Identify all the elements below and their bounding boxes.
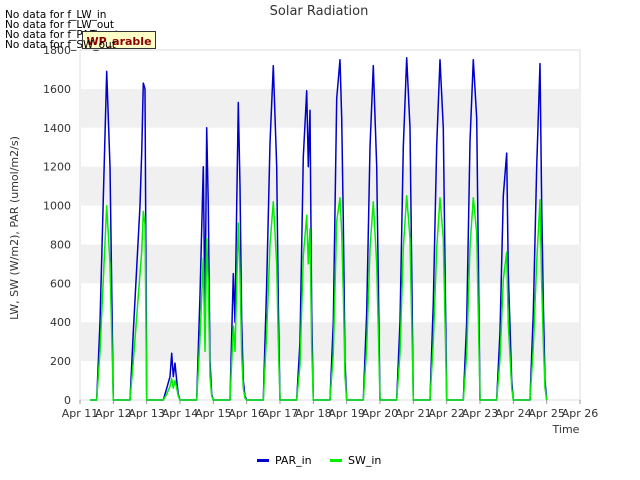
y-tick-label: 0 (64, 394, 71, 407)
y-axis-label: LW, SW (W/m2), PAR (umol/m2/s) (8, 136, 21, 320)
site-badge-label: WP_arable (86, 35, 152, 48)
y-tick-label: 400 (50, 316, 71, 329)
x-tick-label: Apr 24 (495, 407, 532, 420)
y-tick-label: 800 (50, 238, 71, 251)
grid-band (80, 244, 580, 284)
x-tick-label: Apr 25 (528, 407, 565, 420)
x-tick-label: Apr 23 (462, 407, 499, 420)
x-tick-label: Apr 15 (195, 407, 232, 420)
legend-swatch-sw-in (330, 459, 342, 462)
grid-band (80, 166, 580, 206)
x-tick-label: Apr 26 (562, 407, 599, 420)
no-data-message: No data for f_PAR_out (5, 29, 119, 41)
y-axis-ticks: 0 200 400 600 800 1000 1200 1400 1600 1800 (43, 44, 71, 407)
no-data-message: No data for f_LW_in (5, 9, 107, 21)
y-tick-label: 1200 (43, 161, 71, 174)
legend-item-sw-in: SW_in (330, 454, 381, 467)
y-tick-label: 1600 (43, 83, 71, 96)
y-tick-label: 1000 (43, 200, 71, 213)
series-line-par-in (90, 57, 548, 401)
chart-title: Solar Radiation (270, 4, 369, 19)
y-tick-label: 600 (50, 277, 71, 290)
x-tick-label: Apr 21 (395, 407, 432, 420)
x-axis-label: Time (552, 423, 580, 436)
x-tick-label: Apr 19 (328, 407, 365, 420)
y-tick-label: 1800 (43, 44, 71, 57)
site-badge: WP_arable (82, 31, 156, 49)
legend-label-par-in: PAR_in (275, 454, 312, 467)
x-tick-label: Apr 13 (128, 407, 165, 420)
x-tick-label: Apr 11 (62, 407, 99, 420)
legend-swatch-par-in (257, 459, 269, 462)
x-tick-label: Apr 12 (95, 407, 132, 420)
y-tick-label: 200 (50, 355, 71, 368)
x-tick-label: Apr 18 (295, 407, 332, 420)
legend: PAR_in SW_in (0, 454, 640, 468)
grid-band (80, 88, 580, 128)
x-tick-label: Apr 20 (362, 407, 399, 420)
x-tick-label: Apr 14 (162, 407, 199, 420)
y-tick-label: 1400 (43, 122, 71, 135)
x-tick-label: Apr 17 (262, 407, 299, 420)
legend-item-par-in: PAR_in (257, 454, 312, 467)
no-data-message: No data for f_SW_out (5, 39, 116, 51)
series-lines (90, 57, 548, 401)
grid-band (80, 322, 580, 362)
x-tick-label: Apr 22 (428, 407, 465, 420)
grid-bands (79, 49, 581, 401)
legend-label-sw-in: SW_in (348, 454, 382, 467)
series-line-sw-in (90, 195, 548, 401)
no-data-message: No data for f_LW_out (5, 19, 115, 31)
x-tick-label: Apr 16 (228, 407, 265, 420)
